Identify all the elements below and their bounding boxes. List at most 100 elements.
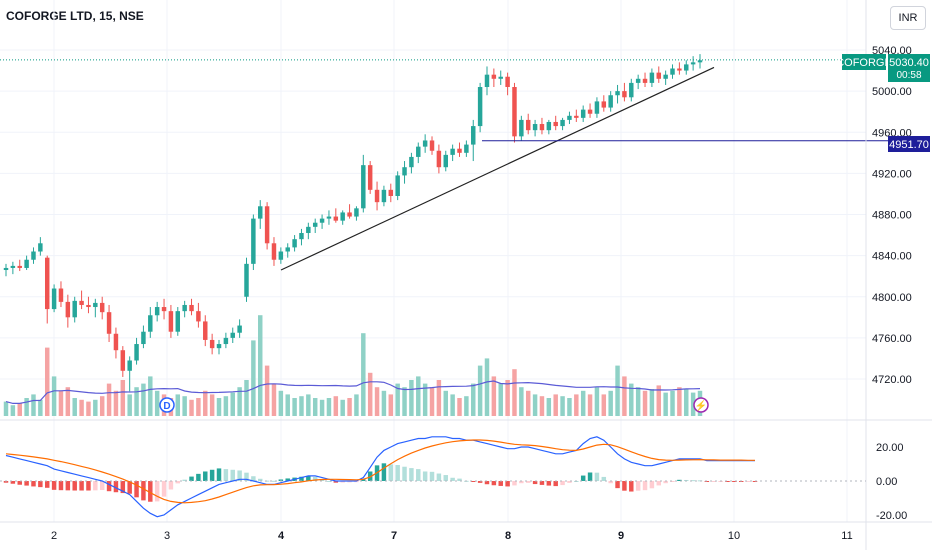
candle-body — [374, 189, 380, 203]
candle-body — [72, 300, 77, 318]
volume-bar — [567, 398, 572, 416]
candle-body — [505, 76, 510, 88]
candle-body — [367, 165, 373, 190]
volume-bar — [209, 394, 215, 416]
macd-histogram-bar — [230, 469, 235, 481]
candle-body — [285, 247, 290, 252]
macd-histogram-bar — [127, 481, 132, 494]
currency-button[interactable]: INR — [890, 6, 926, 30]
macd-histogram-bar — [237, 470, 242, 481]
price-tick-label: 4760.00 — [872, 333, 912, 345]
earnings-marker-icon: ⚡ — [695, 399, 707, 412]
candle-body — [450, 148, 455, 155]
volume-bar — [299, 396, 304, 416]
candle-body — [79, 300, 84, 305]
macd-histogram-bar — [65, 481, 71, 491]
volume-ma-line — [5, 380, 701, 404]
time-tick-label: 3 — [164, 530, 170, 542]
volume-bar — [539, 396, 545, 416]
volume-bar — [361, 333, 366, 416]
dividend-marker[interactable]: D — [159, 397, 175, 413]
candle-body — [312, 222, 318, 227]
candle-body — [58, 288, 64, 302]
volume-bar — [285, 394, 290, 416]
candle-body — [519, 119, 524, 137]
candle-body — [264, 206, 270, 244]
volume-bar — [491, 376, 497, 416]
volume-bar — [319, 399, 325, 416]
macd-histogram-bar — [567, 481, 572, 483]
macd-histogram-bar — [223, 469, 229, 481]
candle-body — [684, 64, 689, 71]
macd-line — [5, 436, 755, 518]
volume-bars — [3, 315, 703, 416]
volume-bar — [196, 398, 201, 416]
time-tick-label: 9 — [618, 530, 624, 542]
macd-histogram-bar — [168, 481, 174, 490]
macd-histogram-bar — [113, 481, 119, 493]
candle-body — [484, 74, 490, 88]
macd-histogram-bar — [271, 480, 277, 482]
volume-bar — [65, 387, 71, 416]
volume-bar — [498, 383, 503, 416]
volume-bar — [422, 383, 428, 416]
volume-bar — [690, 392, 696, 416]
time-tick-label: 7 — [391, 530, 397, 542]
candle-body — [491, 74, 497, 79]
macd-histogram-bar — [340, 481, 345, 483]
macd-histogram-bar — [443, 475, 448, 481]
macd-histogram-bar — [677, 479, 682, 481]
macd-histogram-bar — [525, 481, 531, 483]
volume-bar — [374, 387, 380, 416]
time-axis: 2 3 4 7 8 9 10 11 — [51, 530, 853, 542]
macd-histogram-bar — [505, 481, 510, 487]
volume-bar — [677, 387, 682, 416]
candle-body — [271, 243, 277, 260]
volume-bar — [258, 315, 263, 416]
macd-histogram-bar — [203, 471, 208, 481]
macd-histogram-bar — [196, 473, 201, 481]
volume-bar — [381, 390, 387, 416]
macd-histogram-bar — [189, 476, 194, 481]
volume-bar — [244, 380, 249, 416]
macd-histogram-bar — [120, 481, 126, 494]
volume-bar — [271, 383, 277, 416]
macd-histogram-bar — [670, 481, 675, 482]
candle-body — [539, 124, 545, 131]
time-tick-label: 11 — [841, 530, 852, 542]
volume-bar — [525, 390, 531, 416]
volume-bar — [560, 396, 565, 416]
macd-histogram-bar — [148, 481, 153, 502]
macd-histogram-bar — [422, 471, 428, 481]
macd-histogram-bar — [745, 481, 751, 482]
volume-bar — [546, 398, 552, 416]
volume-bar — [120, 380, 126, 416]
macd-histogram-bar — [429, 471, 435, 481]
macd-histogram-bar — [58, 481, 64, 491]
macd-histogram-bar — [86, 481, 91, 491]
candle-body — [567, 115, 572, 120]
candle-body — [127, 360, 132, 371]
candle-body — [525, 119, 531, 131]
earnings-marker[interactable]: ⚡ — [693, 397, 709, 413]
candle-body — [477, 87, 483, 127]
macd-histogram-bar — [388, 464, 394, 481]
macd-histogram-bar — [553, 481, 558, 487]
volume-bar — [347, 398, 352, 416]
macd-histogram-bar — [546, 481, 552, 486]
macd-histogram-bar — [44, 481, 50, 488]
candle-body — [203, 321, 208, 340]
volume-bar — [340, 399, 345, 416]
candle-body — [546, 121, 552, 131]
candle-body — [292, 239, 297, 248]
macd-histogram-bar — [93, 481, 98, 491]
macd-histogram-bar — [519, 481, 524, 484]
candle-body — [3, 267, 9, 271]
volume-bar — [443, 390, 448, 416]
candle-body — [161, 307, 167, 312]
candle-body — [402, 167, 407, 176]
price-axis: 5040.005000.004960.004920.004880.004840.… — [872, 45, 912, 386]
candle-body — [622, 91, 627, 98]
macd-histogram-bar — [72, 481, 77, 491]
